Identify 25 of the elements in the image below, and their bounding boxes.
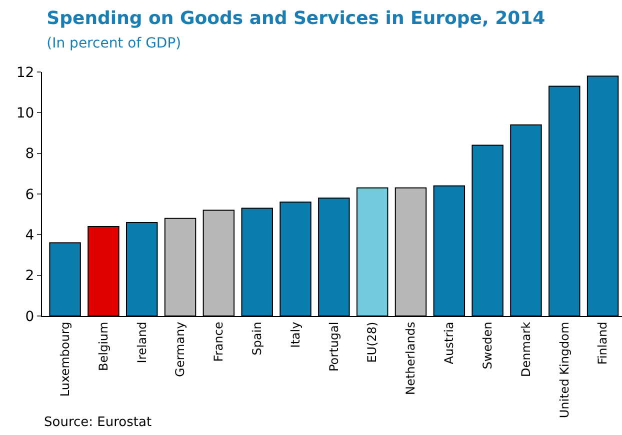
y-tick-label: 4 — [25, 228, 34, 244]
x-tick-label: France — [212, 322, 226, 362]
y-tick-label: 12 — [16, 64, 34, 81]
y-tick-label: 10 — [16, 106, 34, 122]
x-tick-label: United Kingdom — [557, 322, 572, 418]
x-tick-label: Portugal — [326, 322, 341, 372]
x-tick-label: Luxembourg — [58, 322, 72, 397]
x-tick-label: Ireland — [134, 322, 149, 364]
source-note: Source: Eurostat — [44, 415, 152, 430]
y-tick-label: 0 — [25, 308, 34, 325]
x-tick-label: Spain — [250, 322, 264, 356]
y-tick-label: 6 — [25, 186, 34, 203]
x-tick-label: Finland — [596, 322, 610, 365]
chart-subtitle: (In percent of GDP) — [46, 35, 182, 52]
x-tick-label: EU(28) — [365, 322, 380, 363]
x-tick-label: Denmark — [518, 322, 533, 377]
x-tick-label: Germany — [173, 322, 188, 377]
y-tick-label: 2 — [25, 268, 34, 284]
chart-title: Spending on Goods and Services in Europe, 2014 — [46, 8, 546, 29]
x-tick-label: Belgium — [96, 322, 110, 372]
x-tick-label: Sweden — [480, 322, 494, 370]
x-tick-label: Italy — [288, 322, 302, 348]
y-tick-label: 8 — [25, 146, 34, 162]
x-tick-label: Austria — [442, 322, 456, 364]
x-tick-label: Netherlands — [404, 322, 418, 395]
